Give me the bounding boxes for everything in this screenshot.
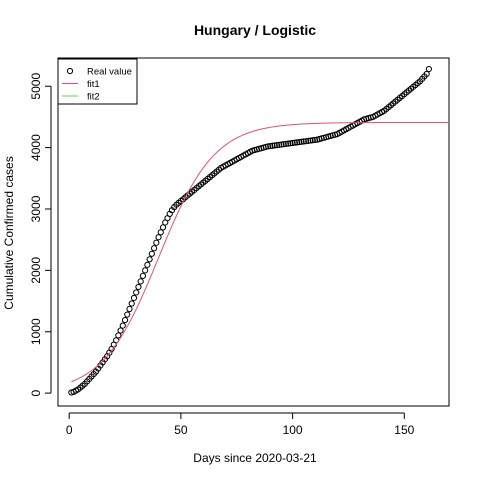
data-point bbox=[153, 239, 160, 246]
data-point bbox=[137, 278, 144, 285]
data-point bbox=[280, 141, 287, 148]
plot-area bbox=[68, 65, 449, 396]
data-point bbox=[267, 142, 274, 150]
data-point bbox=[276, 141, 283, 148]
data-point bbox=[121, 316, 129, 324]
data-point bbox=[311, 136, 319, 144]
data-point bbox=[291, 139, 298, 146]
data-point bbox=[273, 142, 281, 149]
data-point bbox=[293, 139, 301, 146]
data-point bbox=[264, 143, 272, 150]
data-point bbox=[300, 138, 307, 145]
data-point bbox=[115, 332, 122, 339]
x-axis-label: Days since 2020-03-21 bbox=[193, 451, 317, 465]
y-tick-label: 2000 bbox=[29, 257, 43, 284]
y-tick-label: 1000 bbox=[29, 318, 43, 345]
data-point bbox=[307, 137, 314, 144]
data-point bbox=[425, 65, 432, 73]
x-tick-label: 50 bbox=[174, 423, 188, 437]
data-point bbox=[287, 140, 294, 147]
data-point bbox=[278, 141, 285, 148]
data-point bbox=[289, 139, 296, 147]
data-point bbox=[139, 272, 147, 279]
data-point bbox=[285, 140, 292, 147]
legend-circle-icon bbox=[66, 67, 74, 75]
legend-label: fit2 bbox=[87, 92, 100, 103]
x-tick-label: 0 bbox=[66, 423, 73, 437]
x-tick-label: 150 bbox=[394, 423, 414, 437]
data-point bbox=[142, 267, 149, 274]
data-point bbox=[133, 289, 140, 296]
y-axis: 0 1000 2000 3000 4000 5000 bbox=[29, 73, 52, 396]
data-point bbox=[298, 138, 305, 145]
data-point bbox=[135, 283, 142, 291]
data-point bbox=[155, 234, 162, 241]
data-point bbox=[269, 142, 276, 149]
legend-label: Real value bbox=[87, 67, 132, 78]
y-tick-label: 5000 bbox=[29, 73, 43, 100]
data-point bbox=[296, 138, 303, 146]
data-point bbox=[148, 250, 155, 257]
fit1-line bbox=[71, 121, 449, 383]
x-axis: 0 50 100 150 bbox=[66, 412, 415, 437]
data-point bbox=[302, 138, 310, 145]
data-point bbox=[282, 140, 289, 148]
data-point bbox=[423, 70, 430, 78]
data-point bbox=[305, 137, 312, 144]
data-point bbox=[157, 229, 164, 236]
legend-label: fit1 bbox=[87, 79, 100, 90]
data-point bbox=[117, 327, 124, 334]
plot-frame bbox=[57, 57, 450, 407]
data-point bbox=[146, 256, 153, 263]
y-axis-label: Cumulative Confirmed cases bbox=[2, 156, 16, 309]
chart-title: Hungary / Logistic bbox=[194, 22, 316, 38]
x-tick-label: 100 bbox=[283, 423, 303, 437]
data-point bbox=[271, 142, 278, 149]
data-point bbox=[150, 245, 158, 252]
data-point bbox=[159, 224, 167, 231]
data-point bbox=[309, 137, 316, 144]
y-tick-label: 3000 bbox=[29, 195, 43, 222]
y-tick-label: 0 bbox=[29, 389, 43, 396]
data-point bbox=[128, 300, 135, 307]
data-point bbox=[124, 311, 131, 318]
data-point bbox=[130, 294, 138, 302]
y-tick-label: 4000 bbox=[29, 134, 43, 161]
data-point bbox=[144, 261, 151, 268]
data-point bbox=[119, 322, 126, 329]
data-point bbox=[126, 305, 133, 313]
